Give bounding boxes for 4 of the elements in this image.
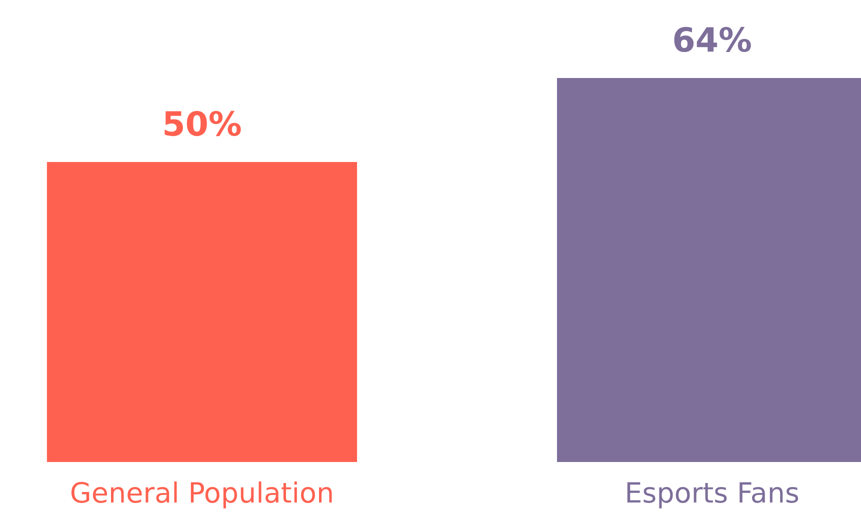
- data-label: 50%: [164, 110, 241, 136]
- x-tick-label: Esports Fans: [627, 482, 798, 508]
- x-tick-label: General Population: [71, 481, 332, 508]
- data-label: 64%: [674, 26, 751, 52]
